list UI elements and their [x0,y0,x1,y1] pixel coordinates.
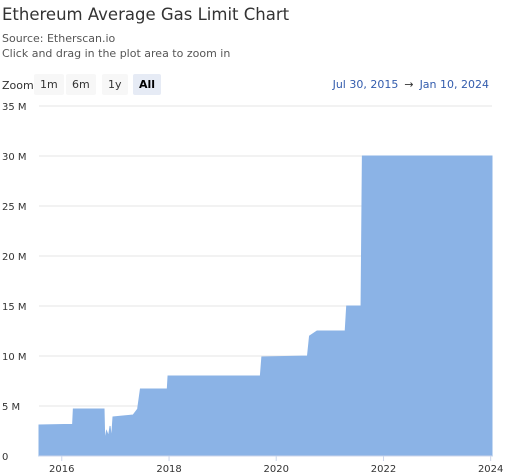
y-tick-label: 35 M [2,102,27,113]
y-tick-label: 5 M [2,402,20,413]
zoom-hint: Click and drag in the plot area to zoom … [2,47,231,60]
x-tick-label: 2020 [263,464,288,475]
plot-area[interactable] [38,155,493,457]
x-tick-label: 2022 [371,464,396,475]
gas-limit-area[interactable] [38,155,493,457]
zoom-1y-button[interactable]: 1y [102,74,128,95]
y-tick-label: 30 M [2,152,27,163]
zoom-1m-button[interactable]: 1m [34,74,64,95]
zoom-label: Zoom [2,79,34,92]
y-tick-label: 20 M [2,252,27,263]
y-axis: 0 5 M 10 M 15 M 20 M 25 M 30 M 35 M [2,102,27,463]
y-tick-label: 25 M [2,202,27,213]
x-tick-label: 2016 [49,464,74,475]
range-arrow: → [404,78,414,91]
x-axis: 2016 2018 2020 2022 2024 [39,455,503,475]
x-tick-label: 2024 [478,464,503,475]
y-tick-label: 0 [2,452,8,463]
zoom-all-button[interactable]: All [133,74,162,95]
range-to[interactable]: Jan 10, 2024 [419,78,489,91]
zoom-6m-button[interactable]: 6m [66,74,96,95]
y-tick-label: 10 M [2,352,27,363]
chart-title: Ethereum Average Gas Limit Chart [2,5,290,24]
x-tick-label: 2018 [156,464,181,475]
chart-source: Source: Etherscan.io [2,32,116,45]
date-range: Jul 30, 2015 → Jan 10, 2024 [333,78,489,91]
y-tick-label: 15 M [2,302,27,313]
range-from[interactable]: Jul 30, 2015 [332,78,399,91]
